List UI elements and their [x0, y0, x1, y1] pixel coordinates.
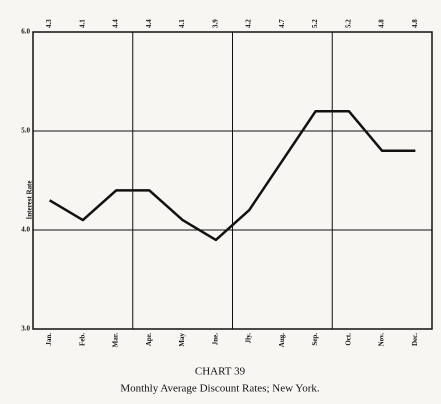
y-tick-label: 4.0 [21, 226, 30, 234]
value-label: 5.2 [344, 19, 352, 28]
value-label: 4.8 [378, 19, 386, 28]
chart-title: CHART 39 [195, 366, 246, 378]
x-tick-label: Apr. [145, 333, 153, 346]
y-axis-label: Interest Rate [26, 181, 34, 220]
x-tick-label: Aug. [278, 333, 286, 347]
x-tick-label: Mar. [112, 333, 120, 348]
x-tick-label: Sep. [311, 333, 319, 346]
x-tick-label: Jan. [45, 333, 53, 346]
value-label: 4.2 [245, 19, 253, 28]
chart-subtitle: Monthly Average Discount Rates; New York… [120, 383, 320, 395]
x-tick-label: Feb. [78, 333, 86, 346]
x-tick-label: May [178, 333, 186, 347]
y-tick-label: 3.0 [21, 325, 30, 333]
x-tick-label: Nov. [378, 333, 386, 347]
x-tick-label: Dec. [411, 333, 419, 346]
value-label: 4.3 [45, 19, 53, 28]
value-label: 4.4 [145, 19, 153, 28]
data-line [48, 109, 416, 242]
x-tick-label: Jne. [211, 333, 219, 346]
value-label: 4.8 [411, 19, 419, 28]
value-label: 3.9 [211, 19, 219, 28]
value-label: 5.2 [311, 19, 319, 28]
value-label: 4.7 [278, 19, 286, 28]
value-label: 4.1 [78, 19, 86, 28]
y-tick-label: 6.0 [21, 28, 30, 36]
value-label: 4.1 [178, 19, 186, 28]
value-label: 4.4 [112, 19, 120, 28]
x-tick-label: Oct. [344, 333, 352, 346]
y-tick-label: 5.0 [21, 127, 30, 135]
x-tick-label: Jly. [245, 333, 253, 344]
